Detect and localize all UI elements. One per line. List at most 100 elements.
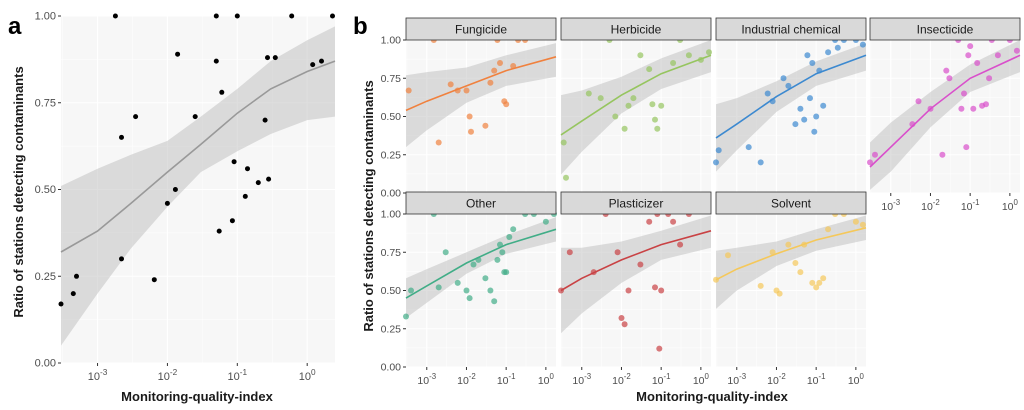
facet-strip-background — [869, 17, 1021, 41]
data-point — [785, 82, 792, 89]
data-point — [164, 200, 170, 206]
facet-strip-background — [405, 17, 557, 41]
data-point — [266, 176, 272, 182]
facet-strip-label: Solvent — [771, 197, 812, 211]
data-point — [503, 101, 510, 108]
data-point — [816, 67, 823, 74]
y-tick-label: 0.50 — [381, 111, 402, 123]
data-point — [780, 75, 787, 82]
data-point — [112, 13, 118, 19]
data-point — [566, 249, 573, 256]
facet-industrial-chemical-confidence-band — [716, 43, 866, 172]
data-point — [986, 75, 993, 82]
data-point — [813, 284, 820, 291]
data-point — [510, 63, 517, 69]
panel-a-fit-line — [60, 60, 336, 253]
panel-a: 0.00 0.25 0.50 0.75 1.00 10-3 10-2 10-1 100 — [35, 11, 336, 383]
data-point — [151, 277, 157, 283]
data-point — [677, 241, 684, 248]
data-point — [497, 241, 503, 248]
data-point — [454, 87, 461, 94]
data-point — [946, 75, 953, 82]
facet-strip-label: Industrial chemical — [741, 23, 840, 37]
y-tick-label: 0.50 — [381, 285, 402, 297]
data-point — [656, 345, 663, 352]
x-tick-label: 10-2 — [612, 372, 631, 387]
data-point — [965, 52, 972, 59]
data-point — [255, 180, 261, 186]
data-point — [487, 287, 494, 294]
data-point — [974, 60, 981, 66]
x-tick-label: 10-3 — [88, 368, 108, 383]
facet-industrial-chemical-fit-line — [715, 54, 867, 139]
panel-b-y-axis-title: Ratio of stations detecting contaminants — [361, 80, 376, 331]
facet-plasticizer-confidence-band — [561, 215, 711, 334]
data-point — [614, 249, 621, 256]
data-point — [697, 56, 704, 63]
facet-strip: Herbicide — [560, 17, 712, 41]
facet-strip-background — [560, 17, 712, 41]
data-point — [503, 269, 510, 276]
data-point — [792, 260, 799, 266]
data-point — [475, 256, 482, 263]
data-point — [797, 269, 804, 276]
x-tick-label: 10-2 — [921, 198, 940, 213]
x-tick-label: 10-1 — [961, 198, 980, 213]
data-point — [757, 159, 764, 166]
data-point — [804, 52, 811, 59]
data-point — [192, 114, 198, 120]
x-tick-label: 10-3 — [881, 198, 900, 213]
data-point — [491, 298, 498, 305]
data-point — [618, 315, 625, 321]
data-point — [506, 234, 513, 240]
data-point — [231, 159, 237, 165]
data-point — [216, 228, 222, 234]
facet-fungicide: 0.00 0.25 0.50 0.75 1.00 Fungicide — [381, 17, 557, 200]
data-point — [872, 151, 878, 158]
data-point — [435, 139, 442, 146]
x-tick-label: 100 — [299, 368, 316, 383]
y-tick-label: 0.00 — [35, 358, 56, 370]
facet-solvent: 10-3 10-2 10-1 100 Solvent — [713, 191, 867, 387]
facet-industrial-chemical: Industrial chemical — [713, 17, 867, 194]
x-tick-label: 10-2 — [767, 372, 786, 387]
y-tick-label: 1.00 — [381, 209, 402, 221]
data-point — [597, 95, 604, 102]
facet-strip-background — [715, 17, 867, 41]
data-point — [447, 81, 454, 88]
data-point — [454, 279, 461, 286]
data-point — [563, 174, 569, 181]
facet-plasticizer-fit-line — [560, 230, 712, 292]
y-tick-label: 0.50 — [35, 184, 56, 196]
data-point — [649, 101, 656, 108]
data-point — [820, 275, 827, 282]
data-point — [621, 321, 628, 328]
facet-plasticizer: 10-3 10-2 10-1 100 Plasticizer — [558, 191, 712, 387]
facet-other-confidence-band — [406, 217, 556, 318]
data-point — [769, 98, 776, 105]
x-tick-label: 10-1 — [807, 372, 826, 387]
data-point — [994, 52, 1001, 59]
data-point — [769, 249, 776, 256]
data-point — [405, 87, 412, 94]
data-point — [646, 218, 653, 225]
data-point — [867, 159, 873, 166]
data-point — [909, 121, 916, 128]
facet-strip: Other — [405, 191, 557, 215]
data-point — [590, 269, 597, 276]
data-point — [497, 60, 503, 66]
data-point — [234, 13, 240, 19]
data-point — [757, 282, 764, 289]
data-point — [625, 287, 632, 294]
data-point — [939, 151, 946, 158]
data-point — [510, 226, 517, 233]
panel-a-confidence-band — [61, 26, 335, 346]
facet-fungicide-fit-line — [405, 56, 557, 112]
data-point — [859, 41, 866, 48]
data-point — [621, 125, 628, 132]
y-tick-label: 0.75 — [35, 97, 56, 109]
data-point — [745, 144, 752, 151]
data-point — [816, 279, 823, 286]
data-point — [646, 66, 653, 73]
